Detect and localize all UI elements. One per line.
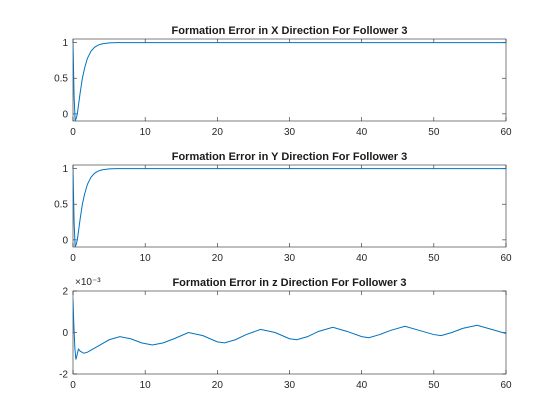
x-tick-label: 30 (284, 253, 296, 264)
axes-box (72, 290, 507, 375)
x-tick-label: 20 (212, 380, 224, 391)
y-tick-label: 1 (62, 38, 68, 49)
subplot-3: Formation Error in z Direction For Follo… (59, 277, 512, 391)
series-line-1 (73, 42, 506, 121)
x-tick-label: 20 (212, 253, 224, 264)
y-tick-label: 0 (62, 109, 68, 120)
y-tick-label: 0.5 (54, 200, 68, 211)
x-tick-label: 10 (140, 380, 152, 391)
x-tick-label: 50 (428, 127, 440, 138)
x-tick-label: 60 (500, 127, 512, 138)
y-tick-label: 0 (62, 235, 68, 246)
x-tick-label: 0 (70, 380, 76, 391)
x-tick-label: 0 (70, 127, 76, 138)
x-tick-label: 30 (284, 380, 296, 391)
axes-box (72, 38, 507, 122)
y-tick-label: 1 (62, 164, 68, 175)
y-tick-label: 2 (62, 287, 68, 298)
x-tick-label: 0 (70, 253, 76, 264)
x-tick-label: 50 (428, 380, 440, 391)
subplot-1: Formation Error in X Direction For Follo… (54, 25, 512, 138)
x-tick-label: 50 (428, 253, 440, 264)
series-line-1 (73, 168, 506, 247)
x-tick-label: 10 (140, 253, 152, 264)
chart-title: Formation Error in X Direction For Follo… (172, 25, 408, 37)
x-tick-label: 40 (356, 380, 368, 391)
x-tick-label: 20 (212, 127, 224, 138)
y-tick-label: 0.5 (54, 74, 68, 85)
x-tick-label: 60 (500, 380, 512, 391)
chart-title: Formation Error in Y Direction For Follo… (172, 151, 408, 163)
subplot-2: Formation Error in Y Direction For Follo… (54, 151, 512, 264)
axes-box (72, 164, 507, 248)
series-line-1 (73, 299, 506, 360)
y-tick-label: 0 (62, 328, 68, 339)
x-tick-label: 60 (500, 253, 512, 264)
y-exponent-label: ×10⁻³ (75, 277, 101, 288)
x-tick-label: 40 (356, 253, 368, 264)
x-tick-label: 30 (284, 127, 296, 138)
y-tick-label: -2 (59, 370, 68, 381)
x-tick-label: 10 (140, 127, 152, 138)
x-tick-label: 40 (356, 127, 368, 138)
chart-title: Formation Error in z Direction For Follo… (172, 277, 406, 289)
